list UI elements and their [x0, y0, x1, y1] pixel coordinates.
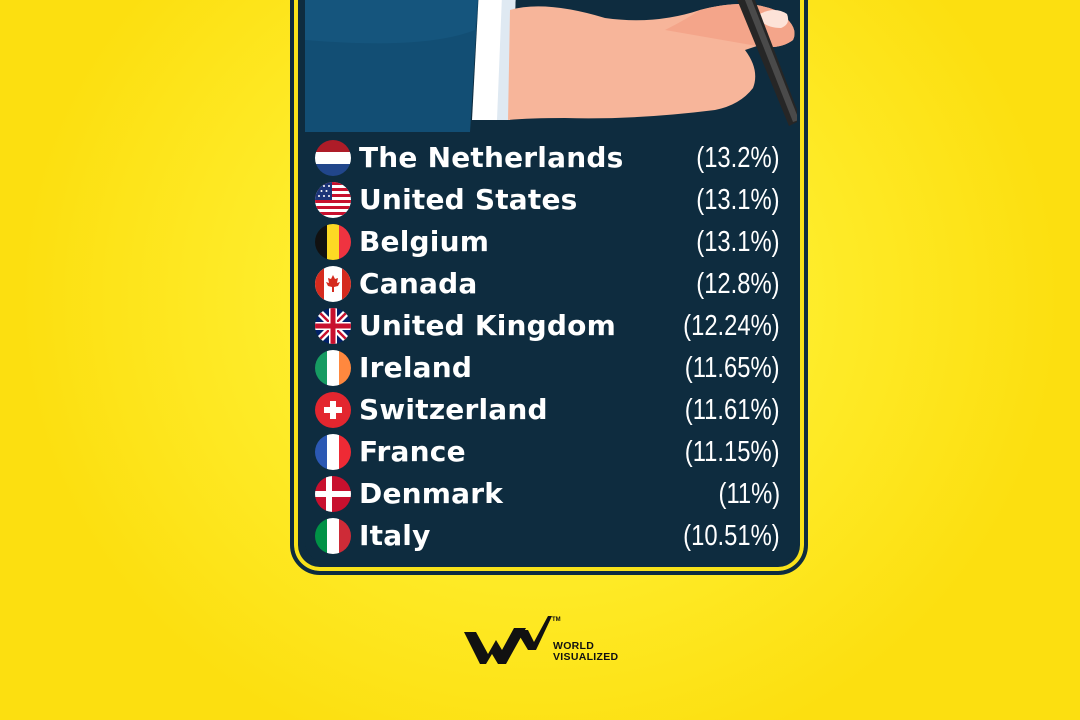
brand-line-2: VISUALIZED — [553, 651, 619, 663]
brand-line-1: WORLD — [553, 640, 595, 652]
brand-name: WORLD VISUALIZED — [553, 641, 618, 663]
trademark-mark: TM — [552, 617, 561, 623]
world-visualized-logo-icon: TM — [464, 616, 561, 664]
phone-screen — [305, 0, 797, 562]
hand-holding-pen-illustration — [305, 0, 797, 132]
